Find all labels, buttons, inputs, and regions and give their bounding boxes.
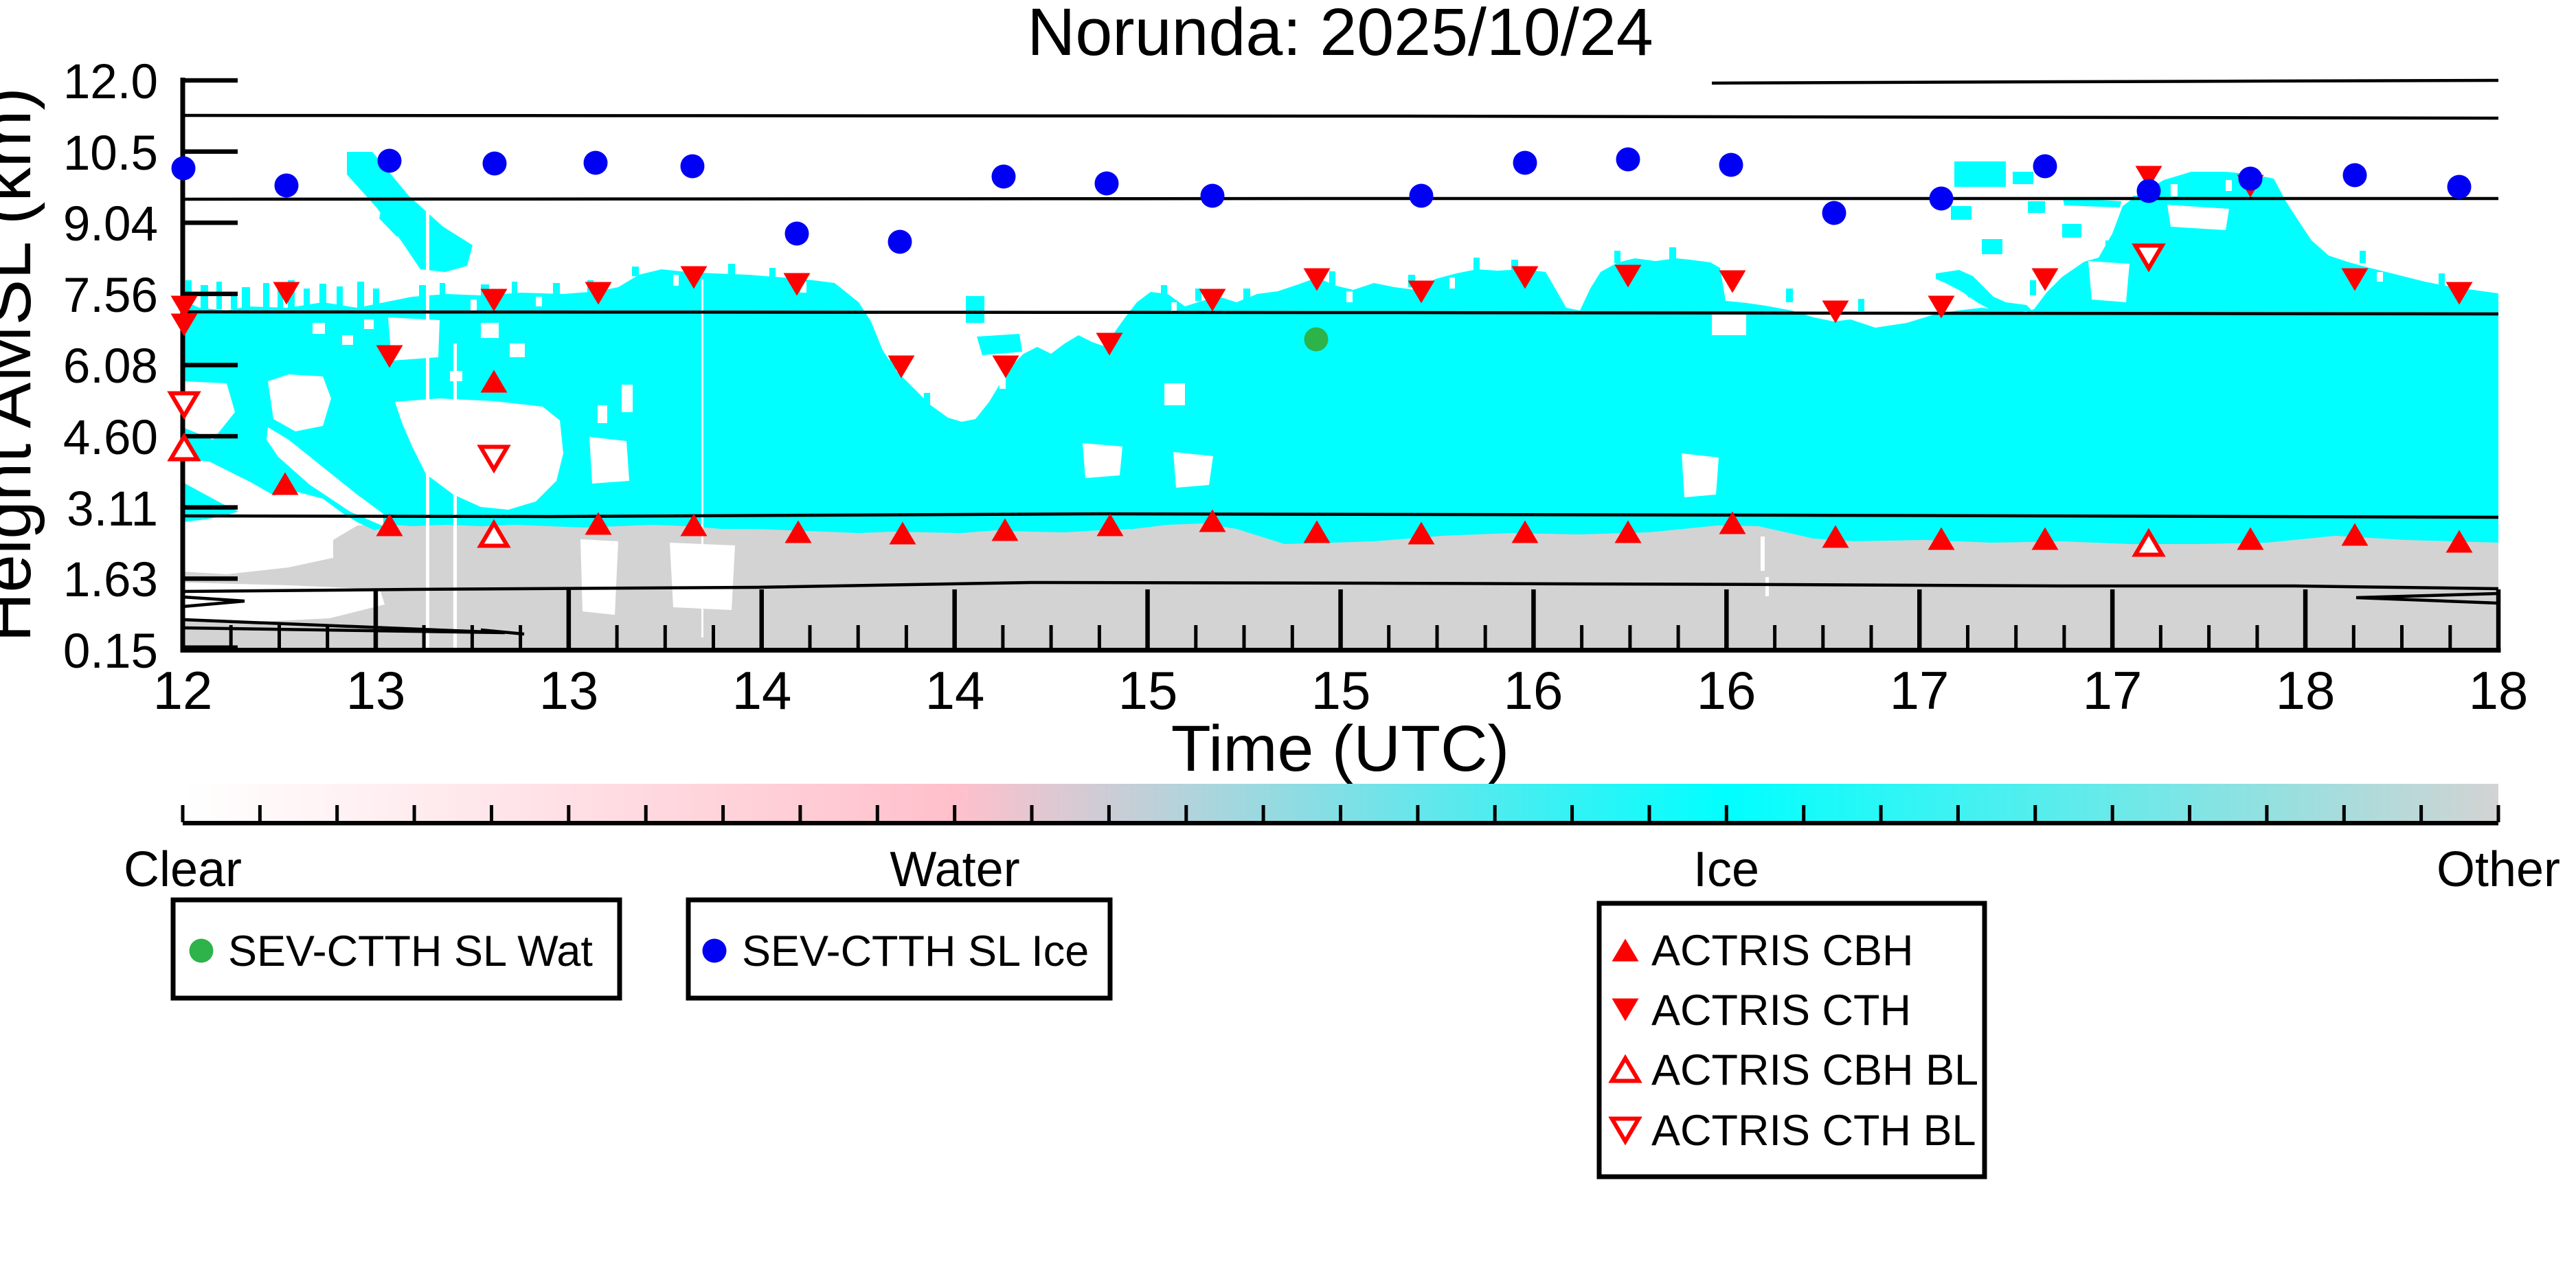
svg-text:13: 13 (346, 660, 406, 721)
svg-text:0.15: 0.15 (63, 624, 158, 679)
svg-text:Clear: Clear (124, 842, 242, 897)
svg-text:14: 14 (732, 660, 792, 721)
svg-text:18: 18 (2276, 660, 2336, 721)
svg-text:7.56: 7.56 (63, 269, 158, 323)
svg-text:18: 18 (2469, 660, 2529, 721)
svg-text:4.60: 4.60 (63, 411, 158, 465)
svg-text:12.0: 12.0 (63, 55, 158, 109)
svg-text:16: 16 (1504, 660, 1563, 721)
svg-text:ACTRIS CBH BL: ACTRIS CBH BL (1651, 1046, 1978, 1094)
svg-text:1.63: 1.63 (63, 553, 158, 607)
svg-text:3.11: 3.11 (67, 482, 158, 536)
svg-text:Norunda: 2025/10/24: Norunda: 2025/10/24 (1027, 0, 1653, 69)
svg-text:12: 12 (153, 660, 213, 721)
svg-text:15: 15 (1311, 660, 1371, 721)
svg-text:Water: Water (890, 842, 1019, 897)
svg-text:SEV-CTTH SL Ice: SEV-CTTH SL Ice (742, 927, 1089, 975)
svg-text:Time (UTC): Time (UTC) (1171, 712, 1510, 785)
svg-text:17: 17 (2083, 660, 2143, 721)
svg-text:ACTRIS CTH: ACTRIS CTH (1651, 986, 1911, 1035)
svg-text:SEV-CTTH SL Wat: SEV-CTTH SL Wat (228, 927, 593, 975)
svg-text:Other: Other (2437, 842, 2560, 897)
svg-text:6.08: 6.08 (63, 339, 158, 394)
svg-text:16: 16 (1697, 660, 1756, 721)
svg-text:13: 13 (539, 660, 599, 721)
svg-text:ACTRIS CBH: ACTRIS CBH (1651, 927, 1914, 975)
svg-text:9.04: 9.04 (63, 197, 158, 251)
svg-text:ACTRIS CTH BL: ACTRIS CTH BL (1651, 1107, 1976, 1155)
svg-text:14: 14 (925, 660, 985, 721)
svg-text:15: 15 (1118, 660, 1178, 721)
svg-text:Ice: Ice (1693, 842, 1759, 897)
svg-text:Height AMSL (km): Height AMSL (km) (0, 87, 45, 642)
svg-text:10.5: 10.5 (63, 126, 158, 181)
svg-text:17: 17 (1890, 660, 1950, 721)
